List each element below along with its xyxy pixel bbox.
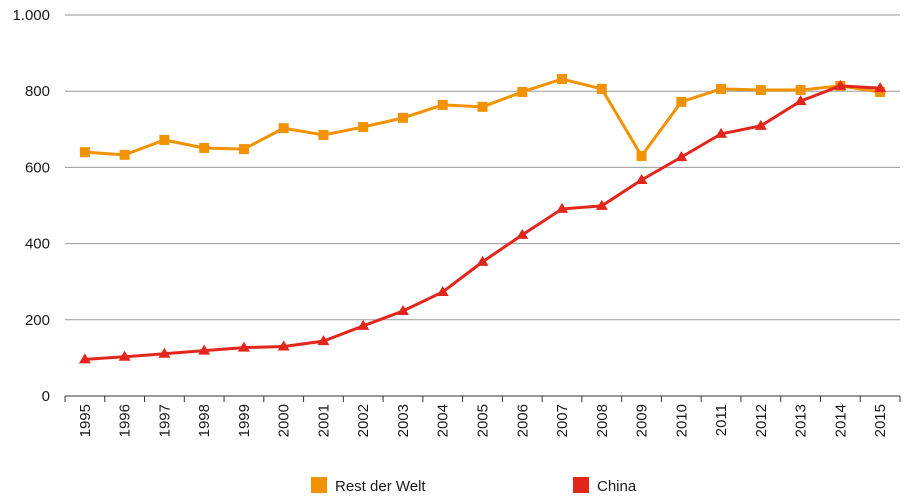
y-tick-label: 600 — [25, 159, 50, 176]
point — [556, 202, 569, 213]
point — [795, 85, 806, 96]
x-tick-label: 2001 — [315, 404, 332, 437]
y-tick-label: 400 — [25, 236, 50, 253]
point — [237, 341, 250, 352]
point — [755, 85, 766, 96]
point — [397, 112, 408, 123]
point — [517, 86, 528, 97]
point — [874, 82, 887, 93]
point — [516, 228, 529, 239]
point — [79, 147, 90, 158]
x-tick-label: 2014 — [832, 404, 849, 437]
point — [158, 347, 171, 358]
point — [396, 305, 409, 316]
point — [317, 335, 330, 346]
point — [119, 149, 130, 160]
x-tick-label: 2011 — [713, 404, 730, 436]
point — [238, 144, 249, 155]
point — [78, 353, 91, 364]
x-tick-label: 2012 — [753, 404, 770, 437]
point — [277, 340, 290, 351]
point — [557, 74, 568, 85]
x-tick-label: 2006 — [514, 404, 531, 437]
point — [118, 350, 131, 361]
x-tick-label: 2003 — [395, 404, 412, 437]
point — [358, 122, 369, 133]
point — [437, 99, 448, 110]
y-tick-label: 1.000 — [12, 7, 50, 24]
x-tick-label: 1996 — [117, 404, 134, 437]
x-tick-label: 1995 — [77, 404, 94, 437]
legend-label: Rest der Welt — [335, 478, 426, 495]
point — [318, 130, 329, 141]
x-tick-label: 1997 — [156, 404, 173, 437]
legend-swatch — [573, 477, 589, 493]
point — [198, 344, 211, 355]
point — [676, 96, 687, 107]
y-tick-label: 0 — [42, 388, 50, 405]
point — [278, 123, 289, 134]
point — [476, 255, 489, 266]
point — [834, 79, 847, 90]
x-tick-label: 2000 — [276, 404, 293, 437]
point — [477, 101, 488, 112]
x-tick-label: 2007 — [554, 404, 571, 437]
x-tick-label: 2005 — [475, 404, 492, 437]
point — [716, 83, 727, 94]
point — [159, 134, 170, 145]
y-tick-label: 800 — [25, 83, 50, 100]
x-tick-label: 2015 — [872, 404, 889, 437]
legend-swatch — [311, 477, 327, 493]
x-tick-label: 2013 — [793, 404, 810, 437]
point — [794, 95, 807, 106]
point — [436, 285, 449, 296]
point — [199, 142, 210, 153]
x-tick-label: 1998 — [196, 404, 213, 437]
legend-label: China — [597, 478, 637, 495]
point — [595, 199, 608, 210]
y-tick-label: 200 — [25, 312, 50, 329]
point — [754, 119, 767, 130]
x-tick-label: 2008 — [594, 404, 611, 437]
point — [596, 83, 607, 94]
x-tick-label: 2004 — [435, 404, 452, 437]
point — [357, 319, 370, 330]
x-tick-label: 2002 — [355, 404, 372, 437]
x-tick-label: 1999 — [236, 404, 253, 437]
x-tick-label: 2009 — [634, 404, 651, 437]
point — [635, 173, 648, 184]
point — [636, 150, 647, 161]
x-tick-label: 2010 — [673, 404, 690, 437]
point — [715, 127, 728, 138]
point — [675, 151, 688, 162]
